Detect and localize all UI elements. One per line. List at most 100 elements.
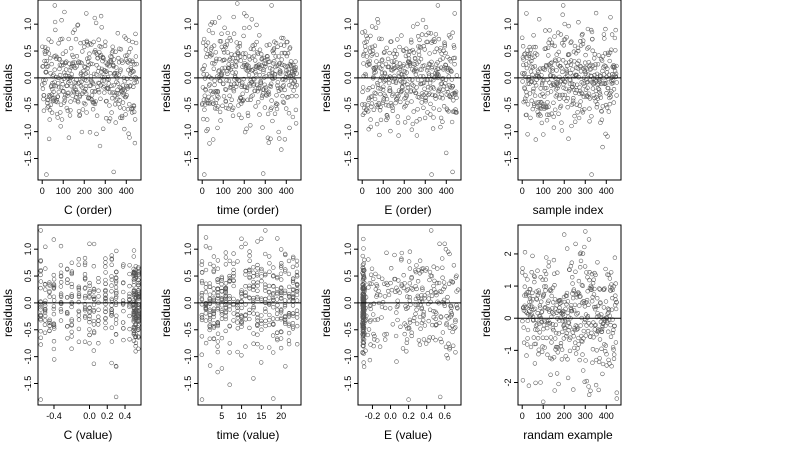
data-point xyxy=(360,321,365,326)
data-point xyxy=(76,287,82,292)
panel-5-xlabel: C (value) xyxy=(64,428,113,442)
data-point xyxy=(560,309,565,315)
x-tick-label: 15 xyxy=(256,411,266,421)
data-point xyxy=(286,111,292,116)
data-point xyxy=(51,282,57,287)
data-point xyxy=(523,74,528,80)
data-point xyxy=(251,81,257,87)
data-point xyxy=(370,48,376,54)
data-point xyxy=(279,35,284,41)
data-point xyxy=(553,336,558,341)
data-point xyxy=(69,329,74,335)
y-tick-label: -1.0 xyxy=(23,124,33,140)
data-point xyxy=(44,172,49,177)
data-point xyxy=(213,50,218,55)
data-point xyxy=(391,59,397,64)
data-point xyxy=(576,342,581,347)
data-point xyxy=(531,335,536,340)
data-point xyxy=(228,103,233,108)
data-point xyxy=(440,275,445,280)
data-point xyxy=(124,76,130,81)
data-point xyxy=(209,20,215,25)
data-point xyxy=(286,330,292,336)
data-point xyxy=(217,78,222,83)
data-point xyxy=(360,262,366,268)
data-point xyxy=(603,299,609,304)
data-point xyxy=(87,51,92,56)
data-point xyxy=(131,330,137,335)
data-point xyxy=(275,80,280,85)
data-point xyxy=(556,57,562,62)
data-point xyxy=(219,31,224,36)
data-point xyxy=(443,247,449,252)
data-point xyxy=(201,66,206,71)
data-point xyxy=(203,311,208,316)
data-point xyxy=(81,100,87,106)
data-point xyxy=(426,30,431,36)
data-point xyxy=(203,47,209,52)
data-point xyxy=(578,265,583,270)
x-tick-label: 100 xyxy=(536,411,551,421)
data-point xyxy=(84,11,89,16)
data-point xyxy=(287,45,293,50)
data-point xyxy=(364,317,369,322)
data-point xyxy=(268,136,273,141)
data-point xyxy=(82,286,88,291)
data-point xyxy=(560,329,565,335)
data-point xyxy=(118,47,124,52)
data-point xyxy=(527,299,532,305)
data-point xyxy=(259,95,265,101)
data-point xyxy=(263,271,268,277)
data-point xyxy=(454,95,459,100)
data-point xyxy=(532,306,538,312)
data-point xyxy=(127,304,132,309)
x-tick-label: -0.2 xyxy=(365,411,381,421)
data-point xyxy=(91,307,96,313)
x-tick-label: 0.2 xyxy=(402,411,415,421)
data-point xyxy=(426,71,431,76)
data-point xyxy=(263,251,268,257)
data-point xyxy=(87,319,92,325)
data-point xyxy=(94,131,99,137)
data-point xyxy=(431,115,436,120)
data-point xyxy=(201,97,207,102)
data-point xyxy=(229,97,234,102)
data-point xyxy=(583,229,588,234)
data-point xyxy=(234,84,239,89)
data-point xyxy=(51,294,57,299)
data-point xyxy=(537,330,542,335)
data-point xyxy=(406,56,412,61)
data-point xyxy=(417,342,423,347)
data-point xyxy=(539,120,544,126)
data-point xyxy=(606,109,611,114)
data-point xyxy=(203,244,209,249)
data-point xyxy=(83,102,88,107)
data-point xyxy=(550,322,555,327)
data-point xyxy=(445,90,451,95)
data-point xyxy=(393,65,398,70)
data-point xyxy=(91,264,96,269)
data-point xyxy=(199,280,205,286)
data-point xyxy=(416,59,422,64)
data-point xyxy=(599,117,605,122)
data-point xyxy=(399,283,404,289)
data-point xyxy=(544,255,549,260)
data-point xyxy=(453,107,458,112)
data-point xyxy=(572,345,577,351)
data-point xyxy=(427,335,432,340)
data-point xyxy=(380,100,386,106)
data-point xyxy=(222,25,227,30)
data-point xyxy=(542,94,547,99)
data-point xyxy=(237,78,242,83)
data-point xyxy=(557,301,563,306)
data-point xyxy=(558,341,564,346)
data-point xyxy=(219,366,225,371)
data-point xyxy=(76,339,82,344)
data-point xyxy=(283,314,288,320)
data-point xyxy=(361,360,366,365)
data-point xyxy=(215,320,220,325)
data-point xyxy=(364,33,369,39)
data-point xyxy=(552,388,557,393)
data-point xyxy=(96,294,101,299)
data-point xyxy=(38,397,43,402)
